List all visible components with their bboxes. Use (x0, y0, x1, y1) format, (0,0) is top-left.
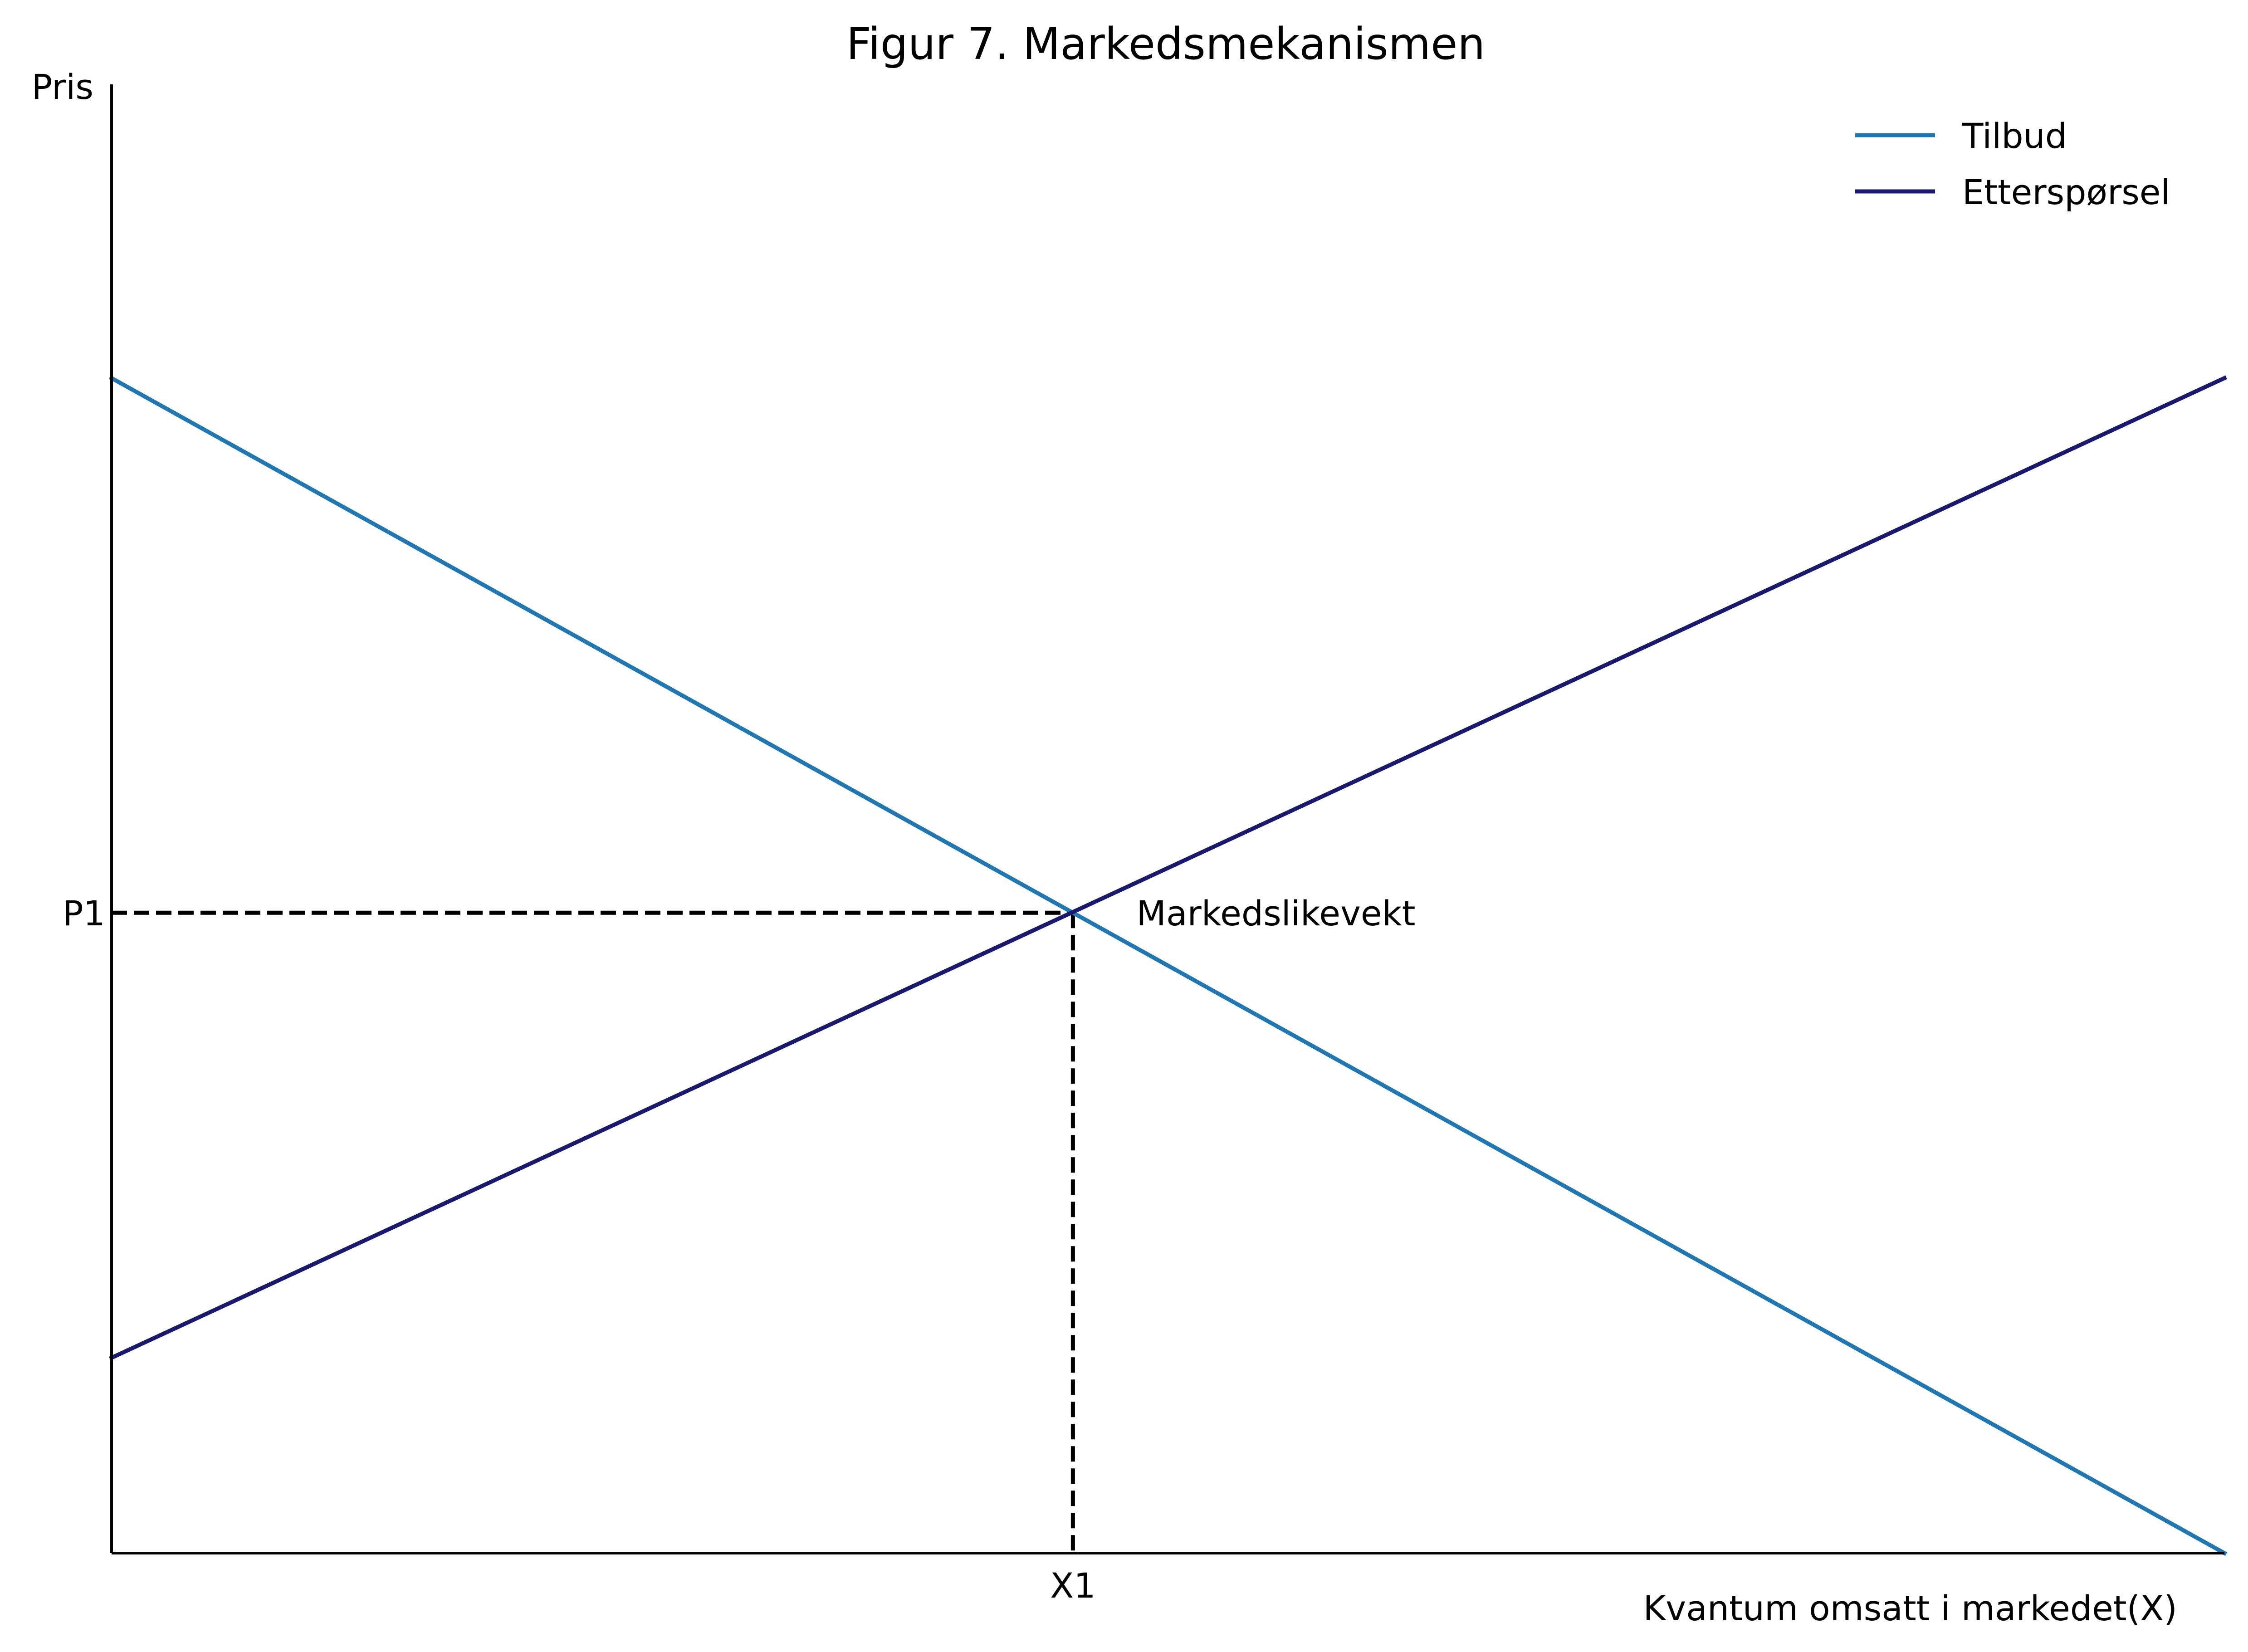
legend-label: Tilbud (1962, 116, 2067, 156)
x-tick-label: X1 (1050, 1565, 1095, 1606)
chart-title: Figur 7. Markedsmekanismen (846, 19, 1485, 69)
legend: Tilbud Etterspørsel (1855, 116, 2170, 212)
series-line-etterspoersel (109, 375, 2227, 1361)
x-axis-label: Kvantum omsatt i markedet(X) (1643, 1588, 2177, 1628)
annotations: Markedslikevekt (1136, 893, 1415, 934)
reference-lines (112, 910, 1075, 1553)
equilibrium-annotation: Markedslikevekt (1136, 893, 1415, 934)
plot-series (108, 375, 2228, 1556)
tick-labels: X1 P1 (63, 893, 1096, 1606)
legend-label: Etterspørsel (1962, 172, 2170, 212)
y-tick-label: P1 (63, 893, 105, 934)
series-line-tilbud (108, 375, 2228, 1556)
y-axis-label: Pris (32, 67, 93, 107)
